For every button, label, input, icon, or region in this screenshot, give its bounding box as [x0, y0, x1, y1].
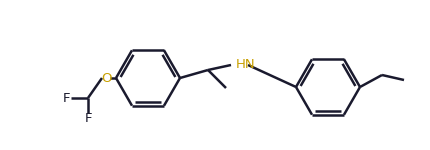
- Text: HN: HN: [236, 57, 255, 70]
- Text: F: F: [84, 111, 92, 124]
- Text: O: O: [101, 72, 111, 84]
- Text: F: F: [62, 92, 70, 105]
